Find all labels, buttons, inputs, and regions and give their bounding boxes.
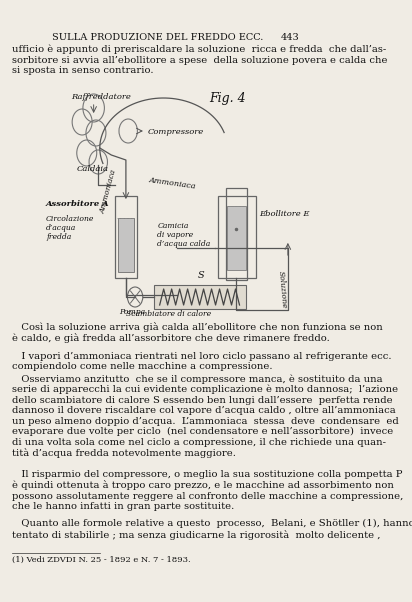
- Text: Caldaia: Caldaia: [77, 165, 109, 173]
- Text: S: S: [197, 271, 204, 280]
- Text: Ammoniaca: Ammoniaca: [149, 176, 197, 190]
- Text: Raffreddatore: Raffreddatore: [71, 93, 131, 101]
- Circle shape: [127, 287, 143, 307]
- Text: SULLA PRODUZIONE DEL FREDDO ECC.: SULLA PRODUZIONE DEL FREDDO ECC.: [52, 33, 264, 42]
- Text: Circolazione
d’acqua
fredda: Circolazione d’acqua fredda: [46, 215, 94, 241]
- Bar: [226, 188, 247, 280]
- Bar: [115, 196, 137, 278]
- Text: Ammoniaca: Ammoniaca: [99, 169, 118, 215]
- Bar: [227, 206, 246, 270]
- Text: ufficio è appunto di preriscaldare la soluzione  ricca e fredda  che dall’as-
so: ufficio è appunto di preriscaldare la so…: [12, 45, 388, 75]
- Text: Fig. 4: Fig. 4: [209, 92, 246, 105]
- Text: Pompa: Pompa: [119, 308, 145, 316]
- Text: Ebollitore E: Ebollitore E: [260, 210, 310, 218]
- Text: Così la soluzione arriva già calda all’ebollitore che non funziona se non
è cald: Così la soluzione arriva già calda all’e…: [12, 322, 383, 343]
- Bar: [118, 218, 133, 272]
- Text: Assorbitore A: Assorbitore A: [46, 200, 110, 208]
- Text: (1) Vedi ZDVDI N. 25 - 1892 e N. 7 - 1893.: (1) Vedi ZDVDI N. 25 - 1892 e N. 7 - 189…: [12, 556, 191, 564]
- Bar: [218, 196, 256, 278]
- Text: Camicia
di vapore
d’acqua calda: Camicia di vapore d’acqua calda: [157, 222, 211, 249]
- Bar: [154, 285, 246, 309]
- Text: Scambiatore di calore: Scambiatore di calore: [126, 310, 211, 318]
- Text: Compressore: Compressore: [147, 128, 204, 136]
- Text: Soluzione: Soluzione: [277, 270, 288, 308]
- Text: Quanto alle formole relative a questo  processo,  Belani, e Shötller (1), hanno
: Quanto alle formole relative a questo pr…: [12, 519, 412, 539]
- Text: I vapori d’ammoniaca rientrati nel loro ciclo passano al refrigerante ecc.
compi: I vapori d’ammoniaca rientrati nel loro …: [12, 352, 392, 371]
- Text: Il risparmio del compressore, o meglio la sua sostituzione colla pompetta P
è qu: Il risparmio del compressore, o meglio l…: [12, 470, 404, 511]
- Text: Osserviamo anzitutto  che se il compressore manca, è sostituito da una
serie di : Osserviamo anzitutto che se il compresso…: [12, 374, 399, 458]
- Text: 443: 443: [281, 33, 300, 42]
